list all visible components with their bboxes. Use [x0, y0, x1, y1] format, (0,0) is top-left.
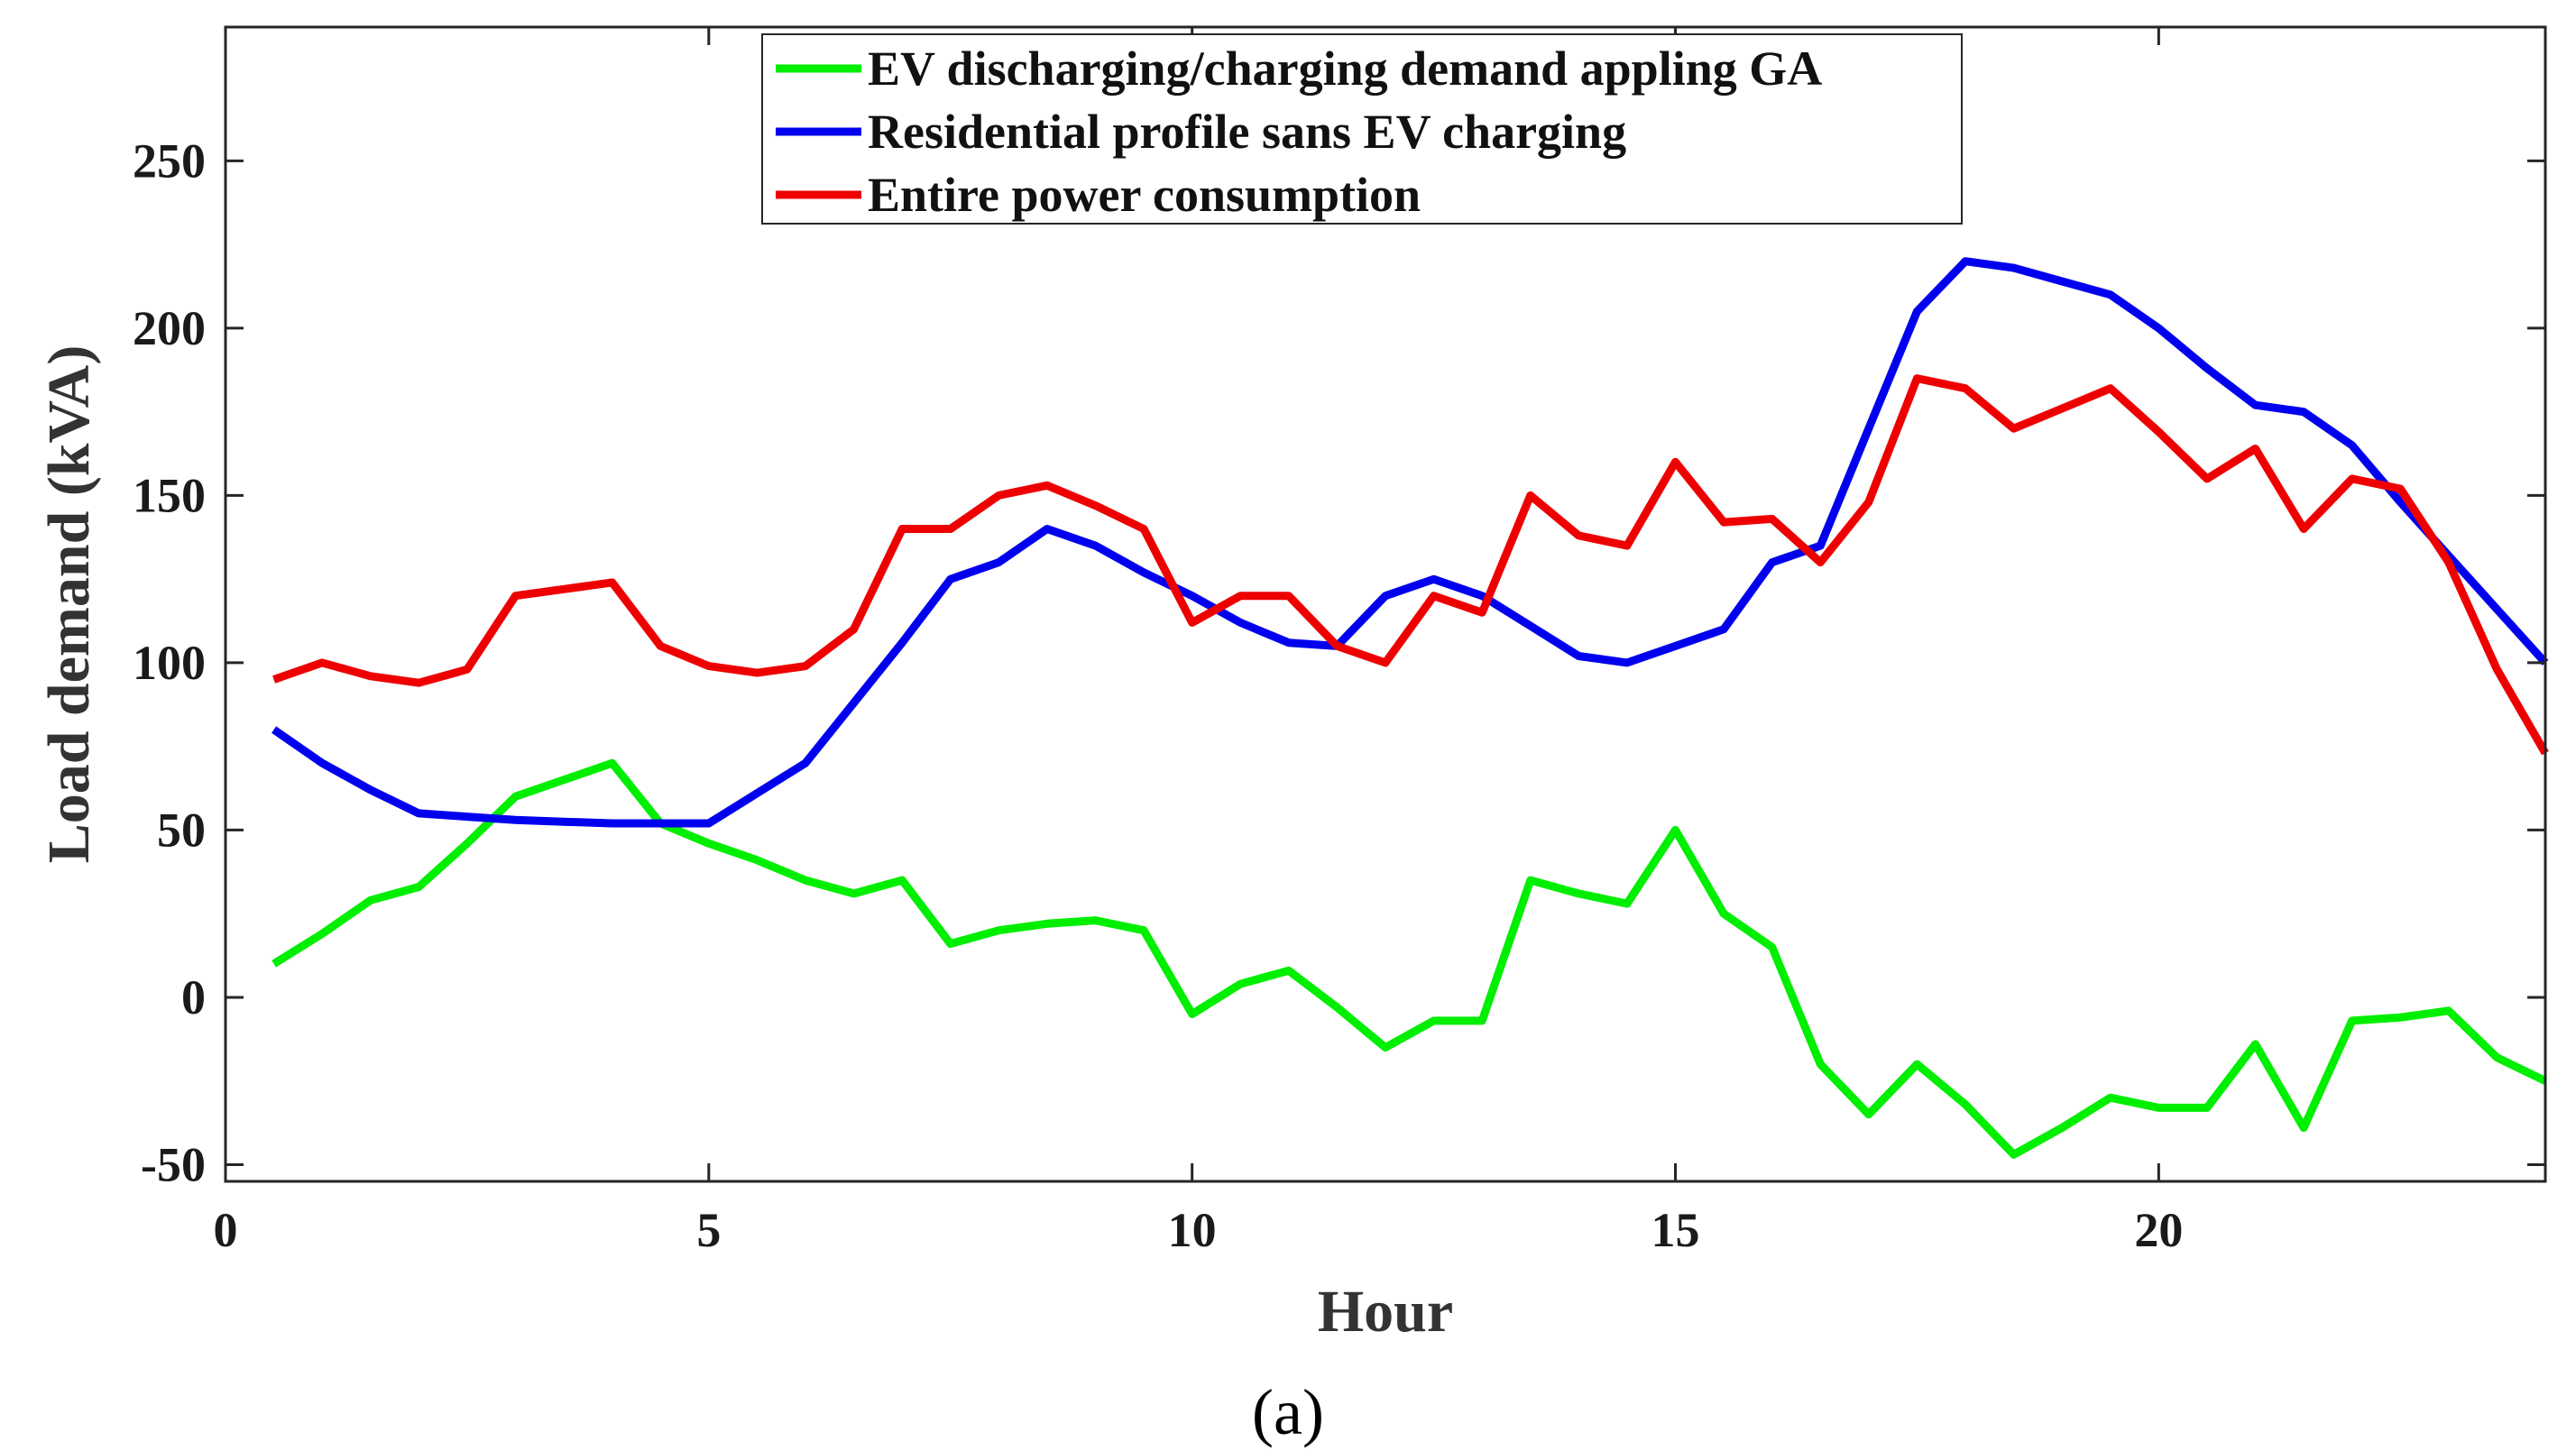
x-tick-label-2: 10 — [1168, 1203, 1217, 1257]
series-line-2 — [272, 374, 2549, 756]
y-tick-label-6: 250 — [133, 133, 206, 188]
y-tick-label-2: 50 — [157, 803, 206, 857]
series-line-0 — [271, 758, 2547, 1159]
x-tick-label-0: 0 — [214, 1203, 238, 1257]
series-layer — [271, 257, 2549, 1159]
legend-label-1: Residential profile sans EV charging — [868, 105, 1626, 159]
plot-area-frame — [224, 25, 2547, 1183]
y-tick-label-1: 0 — [181, 970, 206, 1024]
legend: EV discharging/charging demand appling G… — [761, 33, 1963, 225]
series-line-1 — [271, 257, 2549, 828]
x-axis-title: Hour — [1318, 1279, 1453, 1345]
y-tick-label-0: -50 — [141, 1137, 206, 1191]
y-tick-label-4: 150 — [133, 468, 206, 522]
panel-label: (a) — [1252, 1376, 1324, 1448]
y-axis-title: Load demand (kVA) — [36, 345, 102, 864]
legend-box — [761, 33, 1963, 225]
x-tick-label-4: 20 — [2134, 1203, 2183, 1257]
x-tick-label-1: 5 — [696, 1203, 721, 1257]
x-tick-label-3: 15 — [1651, 1203, 1700, 1257]
y-tick-label-3: 100 — [133, 636, 206, 690]
legend-entries: EV discharging/charging demand appling G… — [776, 41, 1822, 222]
legend-label-2: Entire power consumption — [868, 168, 1421, 222]
y-tick-label-5: 200 — [133, 301, 206, 355]
legend-label-0: EV discharging/charging demand appling G… — [868, 41, 1822, 96]
